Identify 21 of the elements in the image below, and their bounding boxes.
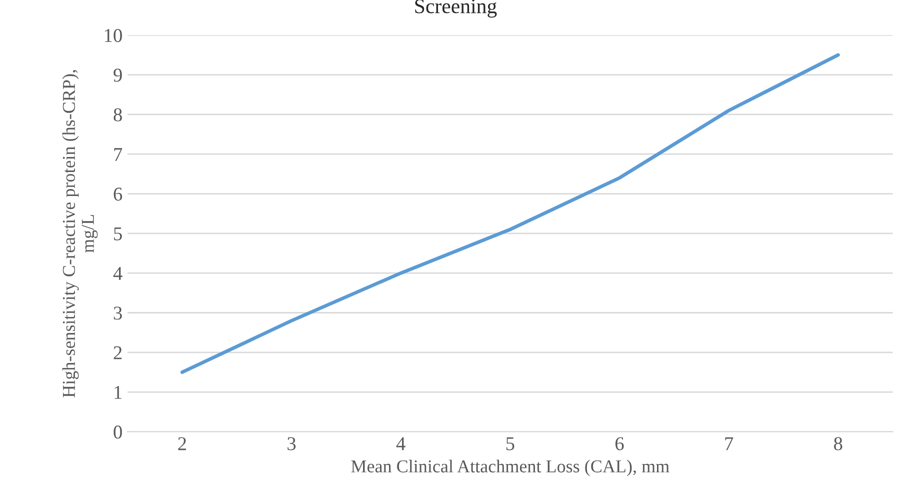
x-tick-label: 8 <box>834 437 842 450</box>
y-tick-label: 9 <box>114 68 122 82</box>
y-tick-label: 2 <box>114 346 122 360</box>
x-tick-label: 5 <box>506 437 514 450</box>
x-tick-label: 6 <box>615 437 624 450</box>
y-tick-label: 10 <box>104 28 122 42</box>
y-tick-label: 3 <box>114 306 122 320</box>
y-tick-label: 0 <box>114 426 122 439</box>
y-tick-label: 6 <box>114 188 122 201</box>
y-tick-label: 7 <box>114 148 122 161</box>
y-axis-title: High-sensitivity C-reactive protein (hs-CRP), mg/L <box>62 70 98 398</box>
y-tick-label: 8 <box>114 108 122 122</box>
x-tick-label: 7 <box>725 437 734 450</box>
line-series <box>180 53 840 374</box>
x-tick-label: 3 <box>288 437 296 450</box>
x-tick-label: 2 <box>178 437 186 450</box>
y-tick-label: 4 <box>113 267 122 280</box>
y-tick-label: 5 <box>114 227 122 240</box>
x-tick-label: 4 <box>396 437 406 450</box>
x-axis-title: Mean Clinical Attachment Loss (CAL), mm <box>351 460 670 476</box>
y-tick-label: 1 <box>114 386 122 399</box>
